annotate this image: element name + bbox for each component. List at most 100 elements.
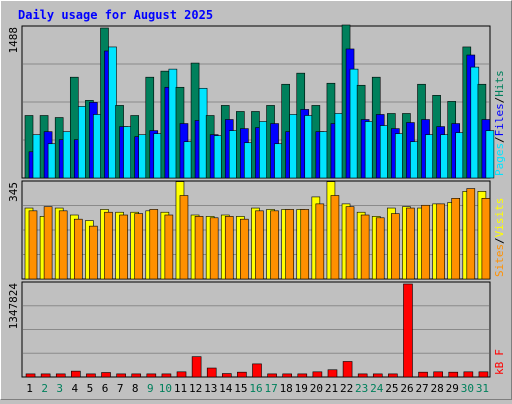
- x-tick-day-1: 1: [26, 382, 33, 395]
- x-tick-day-31: 31: [476, 382, 489, 395]
- bar-sites-day-31: [481, 198, 491, 280]
- bar-sites-day-30: [466, 188, 476, 280]
- bar-kb-day-26: [403, 283, 413, 378]
- bar-sites-day-23: [360, 214, 370, 280]
- bar-sites-day-25: [391, 213, 400, 280]
- bar-kb-day-24: [372, 373, 383, 378]
- y-max-label-visits: 345: [7, 182, 20, 202]
- bar-kb-day-29: [448, 371, 459, 378]
- x-tick-day-2: 2: [41, 382, 48, 395]
- bar-sites-day-14: [224, 216, 234, 280]
- bar-sites-day-26: [406, 207, 415, 280]
- bar-kb-day-8: [131, 373, 142, 378]
- bar-kb-day-18: [282, 373, 292, 378]
- bar-kb-day-23: [357, 373, 368, 378]
- legend-hits-2: Files: [493, 103, 506, 136]
- bar-pages-day-31: [485, 130, 495, 179]
- x-tick-day-29: 29: [446, 382, 459, 395]
- bar-kb-day-15: [237, 371, 247, 378]
- x-tick-day-22: 22: [340, 382, 353, 395]
- bar-kb-day-9: [146, 373, 157, 378]
- bar-kb-day-25: [388, 373, 398, 378]
- x-tick-day-14: 14: [219, 382, 233, 395]
- legend-hits-0: Pages: [493, 143, 506, 176]
- legend-kb-1: F: [493, 349, 506, 356]
- bar-kb-day-1: [25, 373, 36, 378]
- bar-kb-day-4: [71, 370, 81, 378]
- bar-sites-day-10: [164, 214, 174, 280]
- bar-sites-day-8: [134, 213, 143, 280]
- bar-kb-day-3: [55, 373, 66, 378]
- bar-sites-day-19: [300, 209, 310, 280]
- bar-kb-day-5: [86, 373, 96, 378]
- x-tick-day-25: 25: [385, 382, 398, 395]
- x-tick-day-20: 20: [310, 382, 323, 395]
- bar-kb-day-28: [433, 371, 443, 378]
- bar-kb-day-12: [191, 356, 202, 378]
- bar-kb-day-10: [161, 373, 172, 378]
- bar-kb-day-20: [312, 371, 323, 378]
- x-tick-day-6: 6: [102, 382, 109, 395]
- x-tick-day-21: 21: [325, 382, 338, 395]
- x-tick-day-5: 5: [87, 382, 94, 395]
- bar-sites-day-5: [89, 225, 98, 280]
- bar-sites-day-6: [104, 211, 113, 280]
- bar-sites-day-3: [58, 210, 68, 280]
- x-tick-day-13: 13: [204, 382, 217, 395]
- bar-kb-day-2: [40, 373, 51, 378]
- x-tick-day-30: 30: [461, 382, 474, 395]
- bar-sites-day-1: [28, 210, 38, 280]
- x-tick-day-18: 18: [280, 382, 293, 395]
- x-tick-day-23: 23: [355, 382, 368, 395]
- y-max-label-hits: 1488: [7, 27, 20, 54]
- x-tick-day-11: 11: [174, 382, 187, 395]
- x-tick-day-28: 28: [431, 382, 444, 395]
- bar-sites-day-12: [194, 216, 204, 280]
- bar-kb-day-19: [297, 373, 308, 378]
- bar-sites-day-9: [149, 209, 159, 280]
- bar-sites-day-2: [43, 206, 53, 280]
- bar-kb-day-11: [176, 371, 187, 378]
- legend-visits-2: Visits: [493, 198, 506, 238]
- bar-kb-day-22: [342, 361, 353, 378]
- bar-kb-day-21: [327, 369, 338, 378]
- bar-sites-day-4: [73, 218, 83, 280]
- bar-sites-day-16: [255, 210, 264, 280]
- x-tick-day-12: 12: [189, 382, 202, 395]
- bar-sites-day-7: [119, 214, 128, 280]
- bar-sites-day-15: [240, 218, 249, 280]
- chart-title: Daily usage for August 2025: [18, 8, 213, 22]
- bar-kb-day-30: [463, 371, 474, 378]
- x-tick-day-4: 4: [72, 382, 79, 395]
- y-max-label-kb: 1347824: [7, 283, 20, 330]
- bar-sites-day-21: [330, 195, 340, 280]
- bar-kb-day-17: [267, 373, 277, 378]
- x-tick-day-19: 19: [295, 382, 308, 395]
- bar-sites-day-22: [345, 206, 355, 280]
- x-tick-day-3: 3: [56, 382, 63, 395]
- bar-sites-day-24: [375, 217, 385, 280]
- bar-kb-day-16: [252, 363, 262, 378]
- bar-kb-day-7: [116, 373, 126, 378]
- bar-sites-day-11: [179, 195, 189, 280]
- bar-sites-day-17: [270, 210, 279, 280]
- legend-hits-4: Hits: [493, 70, 506, 97]
- legend-visits-0: Sites: [493, 244, 506, 277]
- x-tick-day-10: 10: [159, 382, 172, 395]
- legend-hits-1: /: [493, 136, 506, 143]
- x-tick-day-27: 27: [415, 382, 428, 395]
- bar-kb-day-13: [206, 367, 217, 378]
- x-tick-day-8: 8: [132, 382, 139, 395]
- bar-kb-day-27: [418, 371, 428, 378]
- legend-kb-0: kB: [493, 361, 506, 375]
- legend-visits-1: /: [493, 237, 506, 244]
- x-tick-day-7: 7: [117, 382, 124, 395]
- x-tick-day-15: 15: [234, 382, 247, 395]
- x-tick-day-26: 26: [400, 382, 413, 395]
- bar-kb-day-31: [478, 371, 489, 378]
- bar-sites-day-27: [421, 204, 430, 280]
- bar-sites-day-13: [209, 217, 219, 280]
- bar-sites-day-29: [451, 198, 461, 280]
